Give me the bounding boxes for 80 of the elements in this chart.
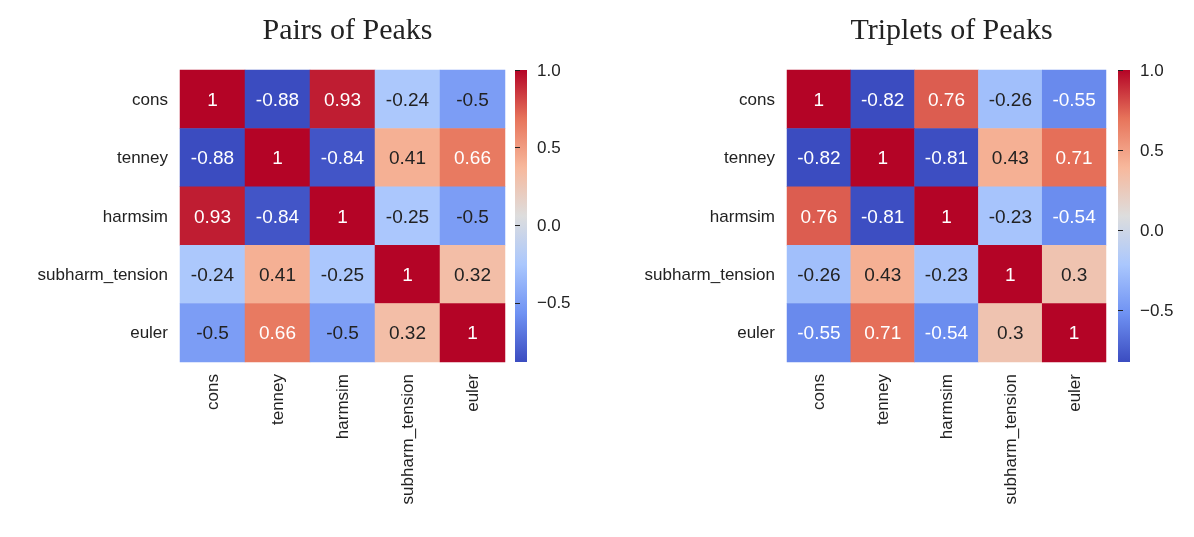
data-label: 1 — [207, 88, 218, 110]
data-label: 0.71 — [864, 322, 902, 344]
x-tick-label: euler — [463, 373, 482, 412]
x-tick-label: harmsim — [333, 374, 352, 440]
data-label: -0.24 — [190, 263, 235, 285]
data-label: 0.43 — [991, 147, 1029, 169]
data-label: -0.54 — [924, 322, 969, 344]
data-label: -0.55 — [1052, 88, 1096, 110]
y-tick-label: cons — [739, 89, 775, 109]
data-label: 0.93 — [194, 205, 231, 227]
data-label: -0.84 — [320, 147, 365, 169]
data-label: -0.26 — [797, 263, 841, 285]
data-label: -0.88 — [190, 147, 235, 169]
color-bar-label: 1.0 — [537, 60, 561, 80]
x-tick-label: harmsim — [937, 374, 956, 440]
color-bar-label: 0.0 — [537, 215, 561, 235]
data-label: -0.25 — [320, 263, 365, 285]
color-bar-label: 0.5 — [537, 138, 561, 158]
x-tick-label: cons — [809, 374, 829, 410]
chart-title: Pairs of Peaks — [262, 11, 433, 45]
color-bar-label: 0.5 — [1140, 140, 1164, 160]
color-bar-label: 1.0 — [1140, 60, 1164, 80]
y-tick-label: cons — [132, 89, 168, 109]
data-label: 0.76 — [928, 88, 965, 110]
data-label: -0.5 — [196, 322, 229, 344]
data-label: 1 — [941, 205, 952, 227]
data-label: 0.3 — [997, 322, 1024, 344]
data-label: -0.54 — [1052, 205, 1097, 227]
color-bar-label: −0.5 — [537, 293, 571, 313]
data-label: 1 — [402, 263, 413, 285]
data-label: 1 — [877, 147, 888, 169]
y-tick-label: euler — [737, 323, 776, 343]
y-tick-label: tenney — [116, 148, 169, 168]
data-label: -0.82 — [861, 88, 905, 110]
data-label: -0.24 — [385, 88, 430, 110]
data-label: 0.3 — [1060, 263, 1088, 285]
data-label: 0.32 — [454, 263, 491, 285]
x-tick-label: subharm_tension — [1000, 374, 1020, 505]
data-label: 1 — [813, 88, 825, 110]
data-label: -0.81 — [924, 147, 969, 169]
data-label: 0.66 — [259, 322, 296, 344]
data-label: -0.5 — [326, 322, 359, 344]
y-tick-label: subharm_tension — [37, 264, 168, 284]
x-tick-label: tenney — [268, 373, 287, 426]
data-label: 0.43 — [864, 263, 902, 285]
data-label: 1 — [1068, 322, 1080, 344]
data-label: 0.41 — [389, 147, 426, 169]
chart-title: Triplets of Peaks — [850, 11, 1053, 45]
data-label: 0.71 — [1055, 147, 1093, 169]
y-tick-label: tenney — [723, 148, 776, 168]
y-tick-label: euler — [130, 323, 169, 343]
data-label: 0.93 — [324, 88, 361, 110]
data-label: -0.5 — [456, 205, 489, 227]
color-bar-label: −0.5 — [1140, 301, 1174, 321]
data-label: -0.23 — [988, 205, 1032, 227]
data-label: -0.84 — [255, 205, 300, 227]
x-tick-label: tenney — [873, 373, 893, 426]
data-label: 0.66 — [454, 147, 491, 169]
data-label: 1 — [467, 322, 478, 344]
data-label: -0.23 — [924, 263, 969, 285]
y-tick-label: harmsim — [102, 206, 168, 226]
color-bar-label: 0.0 — [1140, 220, 1164, 240]
x-tick-label: subharm_tension — [398, 374, 417, 505]
x-tick-label: euler — [1064, 373, 1084, 412]
data-label: 0.41 — [259, 263, 296, 285]
data-label: -0.5 — [456, 88, 489, 110]
data-label: -0.81 — [861, 205, 905, 227]
data-label: 1 — [337, 205, 348, 227]
data-label: -0.82 — [797, 147, 841, 169]
data-label: 1 — [272, 147, 283, 169]
y-tick-label: harmsim — [709, 206, 775, 226]
data-label: 0.76 — [800, 205, 838, 227]
data-label: -0.26 — [988, 88, 1032, 110]
data-label: -0.55 — [797, 322, 841, 344]
data-label: -0.88 — [255, 88, 300, 110]
x-tick-label: cons — [203, 374, 222, 410]
y-tick-label: subharm_tension — [644, 264, 775, 284]
data-label: 0.32 — [389, 322, 426, 344]
data-label: 1 — [1005, 263, 1016, 285]
data-label: -0.25 — [385, 205, 430, 227]
